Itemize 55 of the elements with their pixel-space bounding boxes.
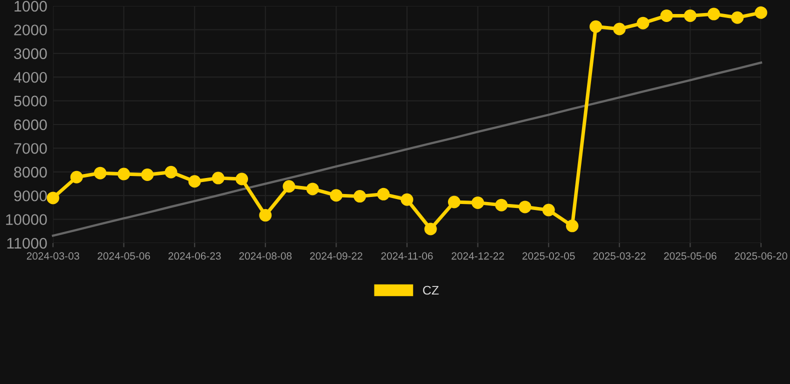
y-tick-label: 6000	[14, 119, 47, 130]
x-tick-label: 2025-06-20	[734, 252, 788, 260]
point	[164, 166, 178, 178]
y-tick-label: 11000	[7, 238, 47, 249]
line-series	[52, 62, 762, 237]
y-tick-label: 7000	[14, 143, 47, 154]
point	[754, 6, 768, 19]
x-tick-label: 2024-09-22	[310, 252, 362, 260]
x-tick-label: 2025-02-05	[522, 252, 575, 260]
point	[46, 192, 60, 204]
point	[400, 193, 414, 206]
x-tick-label: 2024-08-08	[239, 252, 292, 260]
y-tick-label: 4000	[14, 72, 47, 83]
point	[613, 22, 626, 36]
point	[731, 11, 744, 24]
point	[542, 204, 555, 216]
y-tick-label: 2000	[14, 24, 47, 36]
point	[377, 188, 390, 200]
point	[354, 190, 366, 203]
y-tick-label: 1000	[14, 0, 47, 12]
y-tick-label: 8000	[14, 166, 47, 178]
point	[660, 9, 673, 22]
x-tick-label: 2024-03-03	[26, 252, 80, 260]
y-tick-label: 3000	[14, 48, 47, 60]
x-tick-label: 2024-12-22	[452, 252, 504, 260]
x-tick-label: 2025-05-06	[664, 252, 716, 260]
point	[448, 196, 460, 208]
point	[70, 170, 83, 184]
point	[259, 209, 272, 222]
y-tick-label: 5000	[14, 96, 47, 106]
x-tick-label: 2024-11-06	[381, 252, 433, 260]
point	[495, 198, 508, 212]
y-tick-label: 10000	[6, 214, 47, 225]
x-tick-label: 2024-06-23	[168, 252, 221, 260]
point	[188, 175, 201, 188]
point	[590, 20, 602, 33]
point	[306, 182, 319, 196]
y-tick-label: 9000	[14, 190, 47, 202]
point	[282, 180, 296, 193]
point	[94, 166, 106, 180]
point	[566, 220, 578, 232]
point	[141, 168, 154, 181]
point	[330, 189, 342, 202]
legend-label: CZ	[423, 286, 439, 295]
point	[424, 222, 437, 236]
point	[118, 168, 130, 180]
point	[212, 172, 224, 184]
x-tick-label: 2025-03-22	[593, 252, 646, 260]
x-tick-label: 2024-05-06	[98, 252, 150, 260]
point	[684, 9, 696, 22]
point	[708, 8, 720, 20]
point	[636, 16, 650, 30]
point	[472, 196, 484, 209]
point	[518, 200, 532, 214]
point	[236, 172, 248, 186]
